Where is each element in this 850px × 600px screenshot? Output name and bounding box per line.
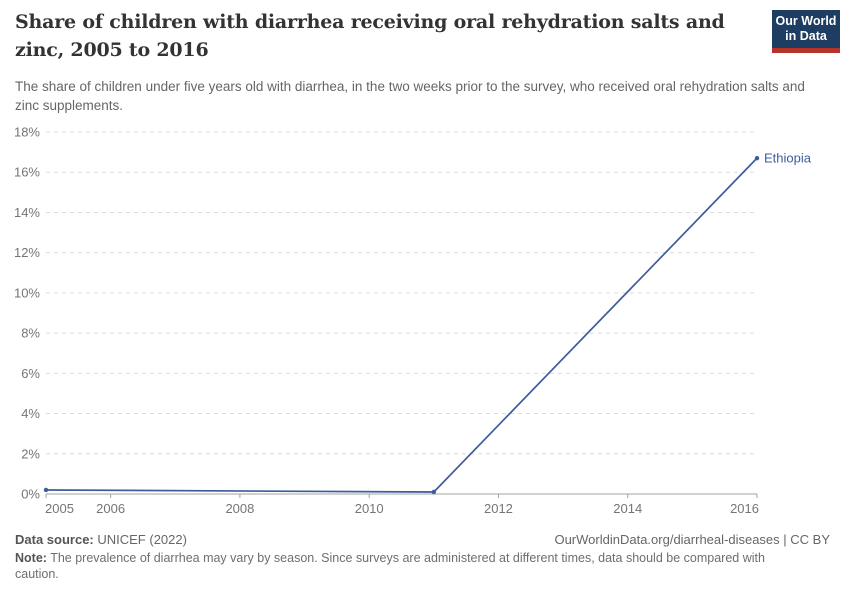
logo-line2: in Data: [785, 29, 827, 43]
chart-subtitle: The share of children under five years o…: [15, 79, 805, 113]
x-axis-tick-label: 2010: [355, 501, 384, 516]
y-axis-tick-label: 6%: [21, 366, 40, 381]
series-line-ethiopia[interactable]: [45, 157, 758, 493]
data-source-label: Data source:: [15, 532, 94, 547]
y-axis-tick-label: 14%: [14, 205, 40, 220]
y-axis-tick-label: 2%: [21, 446, 40, 461]
y-axis-tick-label: 16%: [14, 165, 40, 180]
y-axis-tick-label: 12%: [14, 245, 40, 260]
data-point[interactable]: [754, 155, 760, 161]
y-axis-tick-label: 8%: [21, 326, 40, 341]
y-axis-tick-label: 4%: [21, 406, 40, 421]
x-axis-tick-label: 2012: [484, 501, 513, 516]
x-axis-tick-label: 2006: [96, 501, 125, 516]
x-axis-tick-label: 2008: [225, 501, 254, 516]
data-source: Data source: UNICEF (2022): [15, 532, 187, 547]
x-axis-tick-label: 2014: [613, 501, 642, 516]
data-source-value: UNICEF (2022): [93, 532, 187, 547]
owid-url[interactable]: OurWorldinData.org/diarrheal-diseases | …: [554, 532, 830, 547]
logo-red-bar: [772, 48, 840, 53]
x-axis-tick-label: 2016: [730, 501, 759, 516]
x-axis-tick-label: 2005: [45, 501, 74, 516]
owid-logo[interactable]: Our World in Data: [772, 10, 840, 53]
footnote-label: Note:: [15, 551, 47, 565]
data-point[interactable]: [431, 489, 437, 495]
logo-line1: Our World: [775, 14, 837, 28]
footnote: Note: The prevalence of diarrhea may var…: [15, 551, 793, 582]
data-point[interactable]: [43, 487, 49, 493]
footnote-value: The prevalence of diarrhea may vary by s…: [15, 551, 765, 581]
y-axis-tick-label: 18%: [14, 125, 40, 140]
entity-label-ethiopia[interactable]: Ethiopia: [764, 151, 812, 166]
chart-title: Share of children with diarrhea receivin…: [15, 11, 725, 61]
y-axis-tick-label: 0%: [21, 487, 40, 502]
y-axis-tick-label: 10%: [14, 285, 40, 300]
